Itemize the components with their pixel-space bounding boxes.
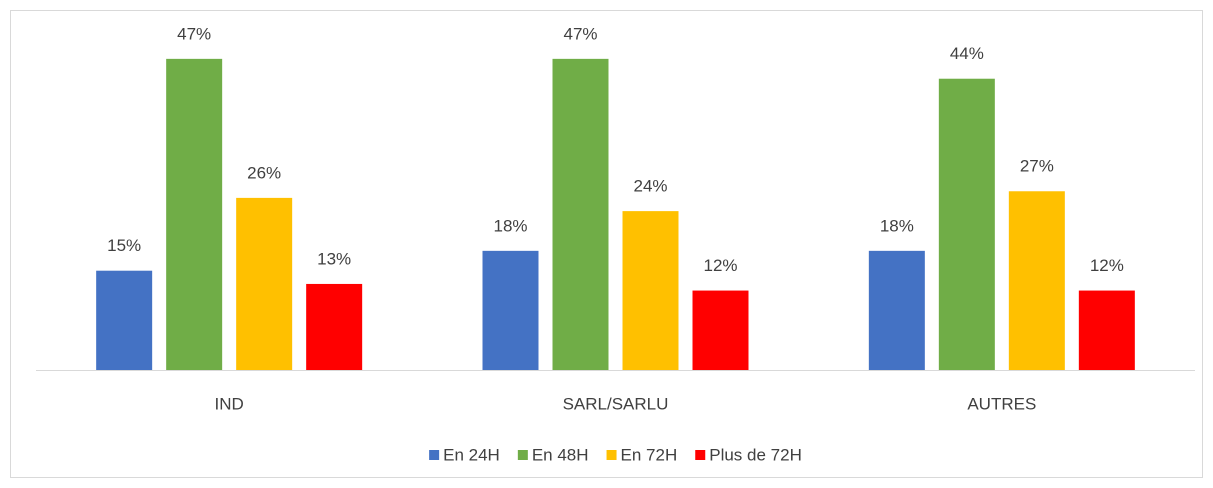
bar [1008,191,1065,370]
value-label: 13% [317,249,351,268]
legend-swatch [695,450,706,460]
value-label: 24% [633,177,667,196]
value-label: 15% [107,236,141,255]
value-label: 44% [950,44,984,63]
bar [868,250,925,370]
value-label: 12% [703,256,737,275]
legend-label: En 24H [443,445,500,464]
bar [96,270,153,370]
bar [236,197,293,370]
x-tick-label: SARL/SARLU [563,394,669,413]
bar [552,58,609,371]
bar [482,250,539,370]
value-label: 18% [880,216,914,235]
value-label: 26% [247,163,281,182]
bar [306,283,363,370]
value-label: 18% [493,216,527,235]
legend-swatch [517,450,528,460]
legend-swatch [606,450,617,460]
legend-label: En 72H [621,445,678,464]
value-label: 47% [563,24,597,43]
bar [622,211,679,370]
x-tick-label: AUTRES [967,394,1036,413]
x-tick-label: IND [215,394,244,413]
value-label: 12% [1090,256,1124,275]
bar [938,78,995,370]
bar [166,58,223,371]
bar [1078,290,1135,370]
value-label: 47% [177,24,211,43]
value-label: 27% [1020,157,1054,176]
bar [692,290,749,370]
legend-label: En 48H [532,445,589,464]
legend-label: Plus de 72H [709,445,802,464]
legend-swatch [429,450,440,460]
